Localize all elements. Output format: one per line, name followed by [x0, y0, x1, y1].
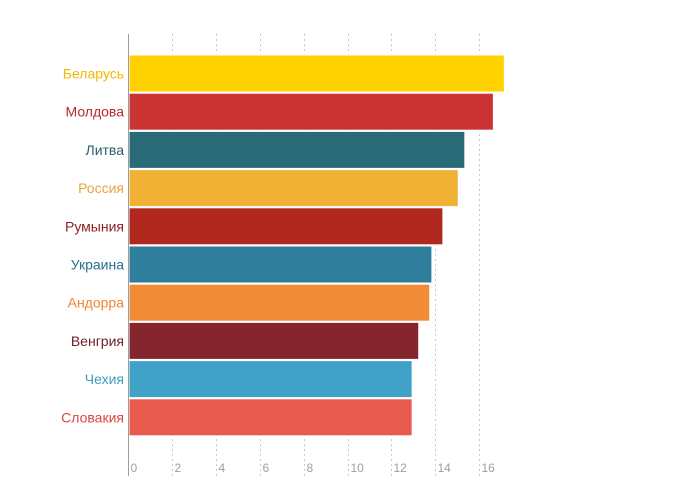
x-tick-label: 0 [131, 461, 138, 475]
tick-layer: 0 2 4 6 8 10 12 14 16 [131, 461, 496, 475]
bar-10 [128, 398, 413, 437]
category-label: Андорра [68, 295, 125, 311]
x-tick-label: 10 [351, 461, 365, 475]
category-label: Украина [71, 257, 125, 273]
bar-layer [128, 54, 505, 437]
bar-6 [128, 245, 433, 284]
category-label: Словакия [61, 409, 124, 425]
x-tick-label: 16 [482, 461, 496, 475]
x-tick-label: 8 [307, 461, 314, 475]
bar-2 [128, 92, 494, 131]
bar-8 [128, 321, 420, 360]
x-tick-label: 4 [219, 461, 226, 475]
x-tick-label: 6 [263, 461, 270, 475]
bar-4 [128, 169, 459, 208]
bar-3 [128, 130, 466, 169]
label-layer: Беларусь Молдова Литва Россия Румыния Украина… [61, 66, 124, 426]
category-label: Молдова [66, 104, 125, 120]
category-label: Литва [86, 142, 125, 158]
category-label: Россия [78, 180, 124, 196]
category-label: Румыния [65, 218, 124, 234]
x-tick-label: 12 [394, 461, 408, 475]
x-tick-label: 14 [438, 461, 452, 475]
category-label: Чехия [85, 371, 124, 387]
category-label: Венгрия [71, 333, 124, 349]
category-label: Беларусь [63, 66, 124, 82]
bar-5 [128, 207, 444, 246]
bar-7 [128, 283, 431, 322]
x-tick-label: 2 [175, 461, 182, 475]
bar-9 [128, 360, 413, 399]
bar-1 [128, 54, 505, 93]
